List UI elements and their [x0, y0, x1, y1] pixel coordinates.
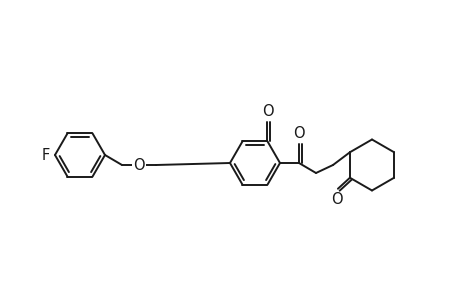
- Text: O: O: [330, 192, 342, 207]
- Text: F: F: [42, 148, 50, 163]
- Text: O: O: [292, 125, 304, 140]
- Text: O: O: [133, 158, 145, 172]
- Text: O: O: [261, 104, 273, 119]
